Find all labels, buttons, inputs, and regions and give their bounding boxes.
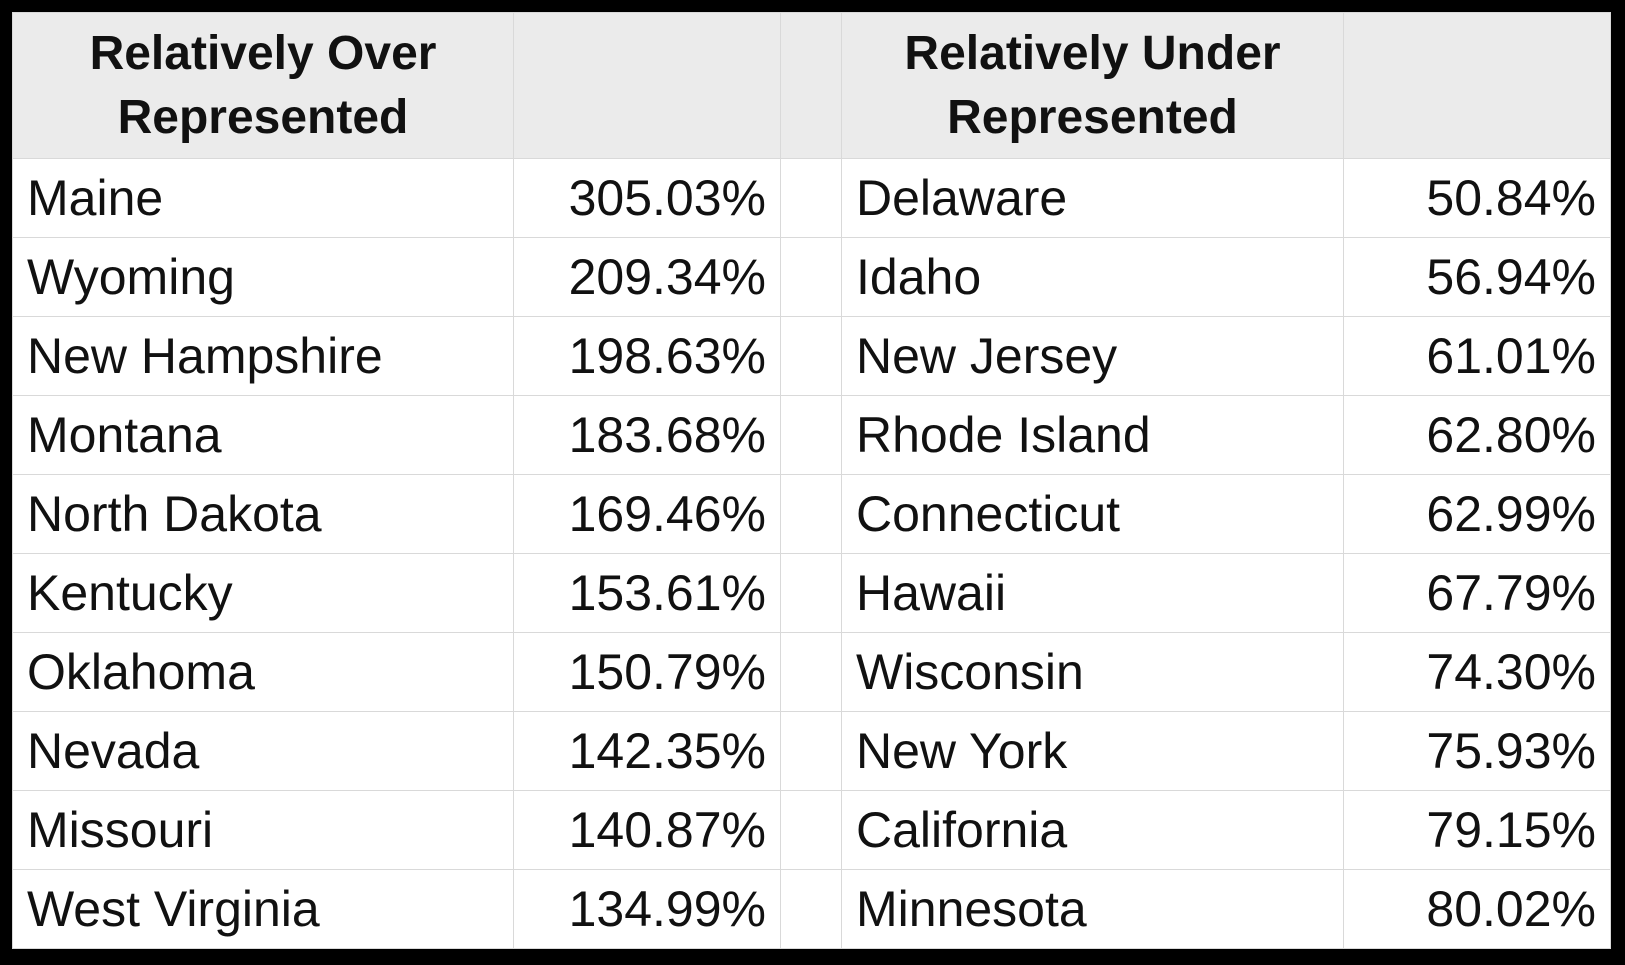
state-cell: Minnesota xyxy=(841,869,1344,949)
percent-cell: 134.99% xyxy=(513,869,781,949)
state-cell: New York xyxy=(841,711,1344,791)
percent-cell: 150.79% xyxy=(513,632,781,712)
table-row: West Virginia 134.99% Minnesota 80.02% xyxy=(12,869,1611,949)
percent-cell: 142.35% xyxy=(513,711,781,791)
percent-cell: 62.99% xyxy=(1343,474,1611,554)
percent-cell: 80.02% xyxy=(1343,869,1611,949)
table-row: New Hampshire 198.63% New Jersey 61.01% xyxy=(12,316,1611,396)
table-row: Oklahoma 150.79% Wisconsin 74.30% xyxy=(12,632,1611,712)
percent-cell: 79.15% xyxy=(1343,790,1611,870)
percent-cell: 50.84% xyxy=(1343,158,1611,238)
percent-cell: 198.63% xyxy=(513,316,781,396)
table-row: Missouri 140.87% California 79.15% xyxy=(12,790,1611,870)
spacer-cell xyxy=(780,711,842,791)
table-container: Relatively Over Represented Relatively U… xyxy=(12,12,1611,949)
spacer-cell xyxy=(780,12,842,159)
spacer-cell xyxy=(780,474,842,554)
percent-cell: 140.87% xyxy=(513,790,781,870)
state-cell: Wisconsin xyxy=(841,632,1344,712)
header-cell: Relatively Over Represented xyxy=(12,12,514,159)
percent-cell: 74.30% xyxy=(1343,632,1611,712)
spacer-cell xyxy=(780,632,842,712)
percent-cell: 62.80% xyxy=(1343,395,1611,475)
state-cell: New Jersey xyxy=(841,316,1344,396)
spacer-cell xyxy=(780,316,842,396)
percent-cell: 169.46% xyxy=(513,474,781,554)
state-cell: North Dakota xyxy=(12,474,514,554)
state-cell: Hawaii xyxy=(841,553,1344,633)
percent-cell: 153.61% xyxy=(513,553,781,633)
state-cell: Missouri xyxy=(12,790,514,870)
state-cell: Rhode Island xyxy=(841,395,1344,475)
table-row: Wyoming 209.34% Idaho 56.94% xyxy=(12,237,1611,317)
percent-cell: 67.79% xyxy=(1343,553,1611,633)
table-body: Maine 305.03% Delaware 50.84% Wyoming 209.34%… xyxy=(12,158,1611,949)
spacer-cell xyxy=(780,869,842,949)
table-row: Kentucky 153.61% Hawaii 67.79% xyxy=(12,553,1611,633)
table-row: Maine 305.03% Delaware 50.84% xyxy=(12,158,1611,238)
table-row: Montana 183.68% Rhode Island 62.80% xyxy=(12,395,1611,475)
state-cell: Maine xyxy=(12,158,514,238)
state-cell: Delaware xyxy=(841,158,1344,238)
spacer-cell xyxy=(780,158,842,238)
spacer-cell xyxy=(780,553,842,633)
state-cell: California xyxy=(841,790,1344,870)
state-cell: Nevada xyxy=(12,711,514,791)
table-row: North Dakota 169.46% Connecticut 62.99% xyxy=(12,474,1611,554)
state-cell: West Virginia xyxy=(12,869,514,949)
state-cell: Kentucky xyxy=(12,553,514,633)
table-row: Nevada 142.35% New York 75.93% xyxy=(12,711,1611,791)
spacer-cell xyxy=(780,237,842,317)
header-cell xyxy=(513,12,781,159)
state-cell: Idaho xyxy=(841,237,1344,317)
state-cell: Oklahoma xyxy=(12,632,514,712)
spacer-cell xyxy=(780,395,842,475)
header-cell xyxy=(1343,12,1611,159)
table-header: Relatively Over Represented Relatively U… xyxy=(12,12,1611,159)
header-row: Relatively Over Represented Relatively U… xyxy=(12,12,1611,159)
spacer-cell xyxy=(780,790,842,870)
state-cell: Wyoming xyxy=(12,237,514,317)
state-cell: New Hampshire xyxy=(12,316,514,396)
header-cell: Relatively Under Represented xyxy=(841,12,1344,159)
percent-cell: 75.93% xyxy=(1343,711,1611,791)
percent-cell: 305.03% xyxy=(513,158,781,238)
percent-cell: 209.34% xyxy=(513,237,781,317)
state-cell: Connecticut xyxy=(841,474,1344,554)
data-table: Relatively Over Represented Relatively U… xyxy=(12,12,1611,949)
percent-cell: 56.94% xyxy=(1343,237,1611,317)
state-cell: Montana xyxy=(12,395,514,475)
percent-cell: 61.01% xyxy=(1343,316,1611,396)
percent-cell: 183.68% xyxy=(513,395,781,475)
